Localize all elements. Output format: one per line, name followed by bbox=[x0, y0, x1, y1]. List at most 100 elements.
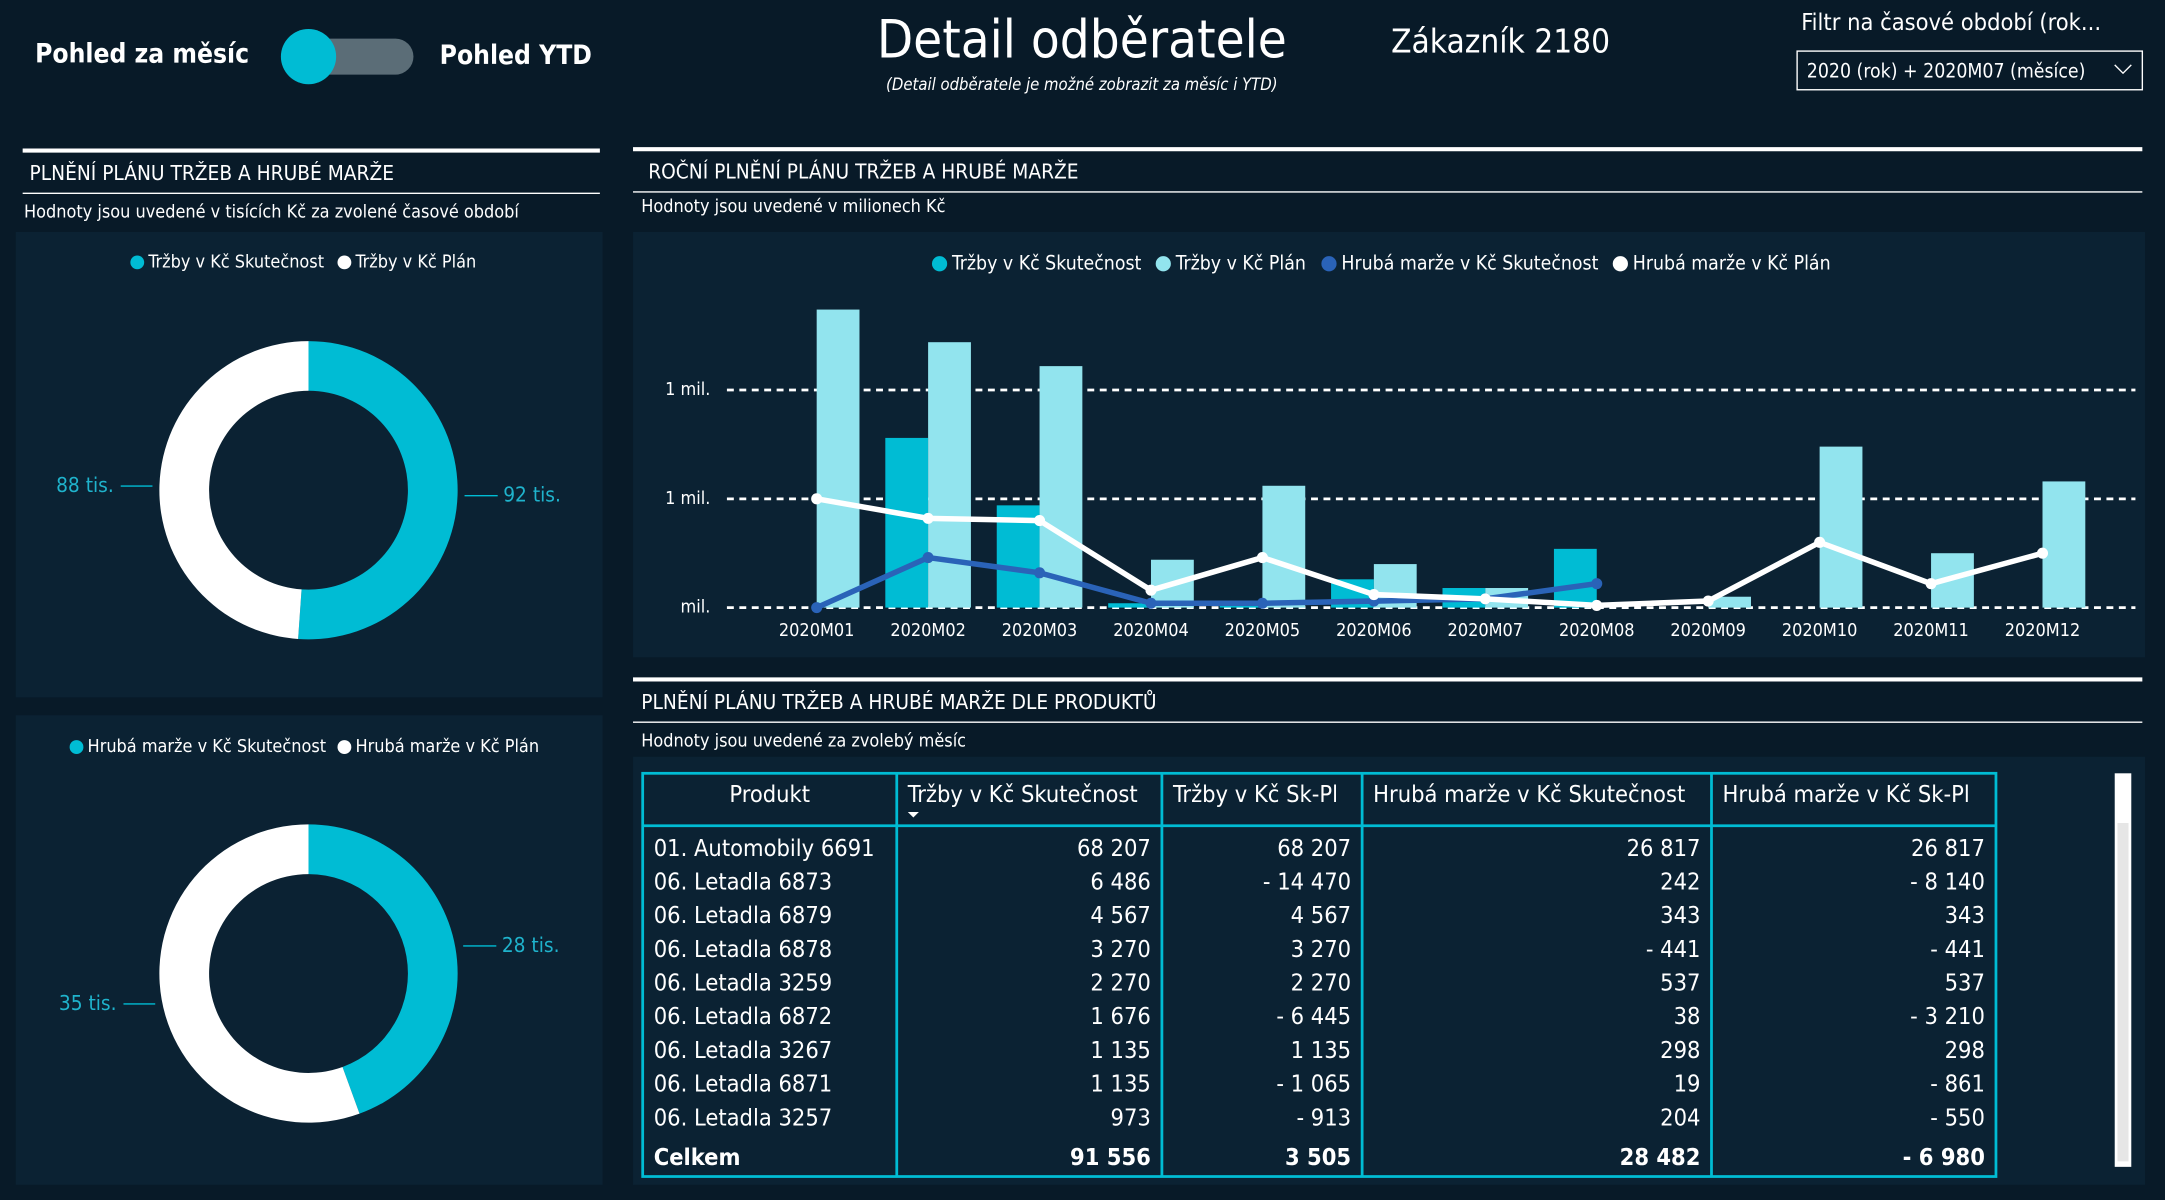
table-cell: 298 bbox=[1945, 1036, 1985, 1064]
toggle-label[interactable]: Pohled za měsíc bbox=[35, 40, 249, 70]
legend-dot bbox=[931, 256, 948, 272]
sort-icon[interactable] bbox=[907, 811, 919, 818]
point bbox=[1256, 597, 1268, 609]
legend-dot bbox=[1155, 256, 1171, 272]
table-cell: 973 bbox=[1111, 1103, 1151, 1131]
legend-label: Tržby v Kč Skutečnost bbox=[951, 251, 1142, 274]
point bbox=[1145, 584, 1157, 596]
table-cell: Celkem bbox=[654, 1143, 741, 1171]
legend-dot bbox=[337, 740, 352, 754]
table-cell: 68 207 bbox=[1277, 834, 1351, 862]
filter-label: Filtr na časové období (rok... bbox=[1801, 8, 2101, 36]
bar bbox=[1553, 548, 1597, 608]
point bbox=[922, 512, 934, 524]
table-cell: 26 817 bbox=[1627, 834, 1701, 862]
point bbox=[811, 493, 823, 505]
table-cell: 19 bbox=[1674, 1070, 1701, 1098]
y-tick-label: 1 mil. bbox=[665, 488, 710, 509]
bar bbox=[1108, 603, 1151, 608]
table-cell: 38 bbox=[1674, 1002, 1701, 1030]
table-cell: 204 bbox=[1660, 1103, 1700, 1131]
table-cell: - 3 210 bbox=[1910, 1002, 1985, 1030]
chevron[interactable] bbox=[2114, 64, 2132, 75]
x-tick-label: 2020M04 bbox=[1113, 620, 1189, 641]
point bbox=[1368, 589, 1380, 601]
data-label: 88 tis. bbox=[56, 473, 114, 497]
panel-title: PLNĚNÍ PLÁNU TRŽEB A HRUBÉ MARŽE DLE PRO… bbox=[641, 688, 1156, 714]
table-cell: 06. Letadla 6878 bbox=[654, 935, 832, 963]
scroll-thumb[interactable] bbox=[2117, 823, 2129, 1162]
table-cell: - 441 bbox=[1646, 935, 1701, 963]
table-cell: 3 505 bbox=[1285, 1143, 1351, 1171]
table-cell: 06. Letadla 3259 bbox=[654, 969, 832, 997]
data-label: 35 tis. bbox=[59, 991, 117, 1015]
legend-label: Hrubá marže v Kč Plán bbox=[355, 736, 539, 757]
title: Detail odběratele bbox=[877, 9, 1287, 70]
table-cell: - 6 980 bbox=[1903, 1143, 1985, 1171]
dropdown[interactable] bbox=[1796, 50, 2144, 91]
legend-label: Tržby v Kč Plán bbox=[354, 251, 476, 272]
bar bbox=[816, 309, 860, 608]
table-cell: - 6 445 bbox=[1276, 1002, 1351, 1030]
toggle-label[interactable]: Pohled YTD bbox=[440, 41, 592, 71]
subtitle: (Detail odběratele je možné zobrazit za … bbox=[886, 75, 1278, 94]
legend-dot bbox=[130, 255, 145, 270]
table-cell: 298 bbox=[1660, 1036, 1700, 1064]
column-header: Tržby v Kč Sk-Pl bbox=[1172, 780, 1338, 808]
point bbox=[1702, 595, 1714, 607]
x-tick-label: 2020M09 bbox=[1670, 620, 1746, 641]
legend-label: Tržby v Kč Skutečnost bbox=[147, 251, 324, 272]
table-cell: 343 bbox=[1660, 901, 1700, 929]
table-cell: 6 486 bbox=[1090, 867, 1150, 895]
panel bbox=[633, 756, 2146, 1185]
table-cell: 06. Letadla 6873 bbox=[654, 867, 832, 895]
table-cell: 1 135 bbox=[1090, 1036, 1150, 1064]
panel-title: PLNĚNÍ PLÁNU TRŽEB A HRUBÉ MARŽE bbox=[30, 160, 394, 185]
table-cell: - 550 bbox=[1930, 1103, 1985, 1131]
x-tick-label: 2020M02 bbox=[890, 620, 966, 641]
table-cell: 91 556 bbox=[1070, 1143, 1151, 1171]
data-label: 92 tis. bbox=[503, 483, 561, 507]
point bbox=[1034, 515, 1046, 527]
y-tick-label: 1 mil. bbox=[665, 379, 710, 400]
panel-subtitle: Hodnoty jsou uvedené v tisících Kč za zv… bbox=[24, 202, 519, 223]
legend-label: Hrubá marže v Kč Skutečnost bbox=[88, 736, 327, 757]
customer: Zákazník 2180 bbox=[1391, 21, 1610, 60]
legend-dot bbox=[337, 255, 352, 270]
column-header: Produkt bbox=[729, 780, 810, 808]
column-header: Hrubá marže v Kč Skutečnost bbox=[1373, 780, 1685, 808]
point bbox=[1591, 599, 1603, 611]
point bbox=[811, 602, 823, 614]
table-cell: 537 bbox=[1945, 969, 1985, 997]
table-cell: 06. Letadla 3267 bbox=[654, 1036, 832, 1064]
point bbox=[1925, 578, 1937, 590]
legend-dot bbox=[69, 740, 84, 754]
legend-label: Hrubá marže v Kč Skutečnost bbox=[1341, 251, 1598, 274]
x-tick-label: 2020M08 bbox=[1559, 620, 1635, 641]
table-cell: - 1 065 bbox=[1276, 1070, 1351, 1098]
line bbox=[816, 496, 2044, 609]
y-tick-label: mil. bbox=[681, 597, 711, 618]
table-cell: 28 482 bbox=[1620, 1143, 1701, 1171]
donut-slice bbox=[159, 341, 309, 639]
bar bbox=[1262, 485, 1306, 608]
donut-slice bbox=[159, 824, 360, 1123]
point bbox=[1591, 578, 1603, 590]
table-frame bbox=[641, 771, 1998, 1178]
toggle-knob[interactable] bbox=[280, 28, 337, 85]
table-cell: 68 207 bbox=[1077, 834, 1151, 862]
panel-rules bbox=[22, 147, 2143, 723]
table-cell: 06. Letadla 6872 bbox=[654, 1002, 832, 1030]
point bbox=[1256, 552, 1268, 564]
dropdown-value[interactable]: 2020 (rok) + 2020M07 (měsíce) bbox=[1807, 59, 2086, 82]
donut-slice bbox=[308, 824, 458, 1114]
bar bbox=[928, 342, 971, 608]
bar bbox=[2042, 481, 2086, 608]
table-cell: 4 567 bbox=[1090, 901, 1150, 929]
table-cell: 1 135 bbox=[1291, 1036, 1351, 1064]
table-cell: - 861 bbox=[1930, 1070, 1985, 1098]
table-cell: 343 bbox=[1945, 901, 1985, 929]
point bbox=[1814, 536, 1826, 548]
bar bbox=[1708, 596, 1751, 608]
